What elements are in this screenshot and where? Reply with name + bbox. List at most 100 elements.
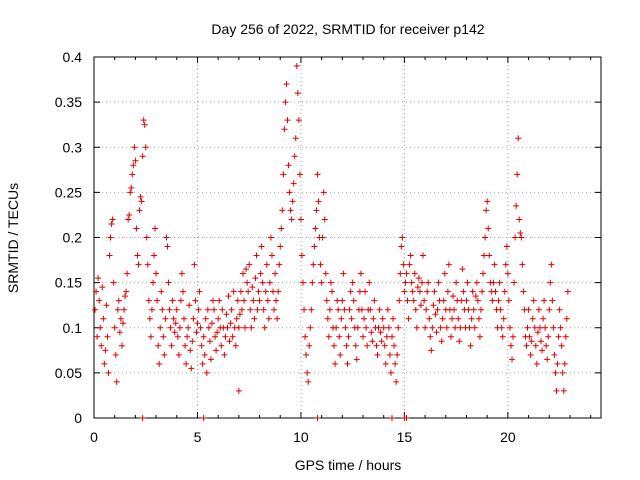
data-point bbox=[490, 279, 497, 286]
data-point bbox=[430, 302, 437, 309]
data-point bbox=[491, 261, 498, 268]
data-point bbox=[200, 333, 207, 340]
data-point bbox=[337, 351, 344, 358]
data-point bbox=[213, 347, 220, 354]
data-point bbox=[157, 324, 164, 331]
data-point bbox=[143, 234, 150, 241]
data-point bbox=[223, 311, 230, 318]
data-point bbox=[163, 234, 170, 241]
data-point bbox=[441, 270, 448, 277]
data-point bbox=[263, 261, 270, 268]
data-point bbox=[394, 351, 401, 358]
data-point bbox=[113, 378, 120, 385]
data-point bbox=[192, 297, 199, 304]
data-point bbox=[309, 279, 316, 286]
data-point bbox=[423, 306, 430, 313]
data-point bbox=[284, 117, 291, 124]
data-point bbox=[393, 378, 400, 385]
data-point bbox=[506, 324, 513, 331]
data-point bbox=[246, 261, 253, 268]
y-tick-label: 0.4 bbox=[63, 49, 83, 65]
data-point bbox=[523, 342, 530, 349]
data-point bbox=[456, 338, 463, 345]
data-points bbox=[92, 63, 571, 421]
data-point bbox=[397, 270, 404, 277]
data-point bbox=[550, 324, 557, 331]
data-point bbox=[248, 324, 255, 331]
data-point bbox=[226, 338, 233, 345]
data-point bbox=[312, 225, 319, 232]
data-point bbox=[401, 288, 408, 295]
data-point bbox=[549, 297, 556, 304]
data-point bbox=[532, 342, 539, 349]
data-point bbox=[421, 297, 428, 304]
data-point bbox=[135, 261, 142, 268]
data-point bbox=[527, 351, 534, 358]
data-point bbox=[140, 117, 147, 124]
data-point bbox=[472, 293, 479, 300]
data-point bbox=[321, 216, 328, 223]
data-point bbox=[117, 315, 124, 322]
x-tick-label: 20 bbox=[500, 429, 516, 445]
data-point bbox=[362, 288, 369, 295]
data-point bbox=[474, 297, 481, 304]
data-point bbox=[112, 351, 119, 358]
y-tick-label: 0 bbox=[74, 410, 82, 426]
data-point bbox=[138, 198, 145, 205]
data-point bbox=[505, 297, 512, 304]
data-point bbox=[548, 261, 555, 268]
data-point bbox=[342, 324, 349, 331]
data-point bbox=[344, 360, 351, 367]
data-point bbox=[539, 347, 546, 354]
data-point bbox=[356, 288, 363, 295]
data-point bbox=[239, 270, 246, 277]
data-point bbox=[371, 297, 378, 304]
x-tick-labels: 0 5 10 15 20 bbox=[90, 429, 516, 445]
data-point bbox=[146, 315, 153, 322]
data-point bbox=[110, 279, 117, 286]
data-point bbox=[515, 135, 522, 142]
data-point bbox=[387, 369, 394, 376]
data-point bbox=[132, 157, 139, 164]
data-point bbox=[512, 234, 519, 241]
data-point bbox=[232, 342, 239, 349]
data-point bbox=[327, 279, 334, 286]
data-point bbox=[173, 306, 180, 313]
data-point bbox=[297, 216, 304, 223]
data-point bbox=[279, 207, 286, 214]
data-point bbox=[177, 297, 184, 304]
data-point bbox=[283, 81, 290, 88]
data-point bbox=[335, 306, 342, 313]
data-point bbox=[178, 270, 185, 277]
data-point bbox=[336, 333, 343, 340]
y-tick-label: 0.1 bbox=[63, 320, 83, 336]
data-point bbox=[94, 333, 101, 340]
data-point bbox=[124, 270, 131, 277]
data-point bbox=[363, 324, 370, 331]
data-point bbox=[314, 415, 321, 421]
data-point bbox=[562, 333, 569, 340]
data-point bbox=[497, 306, 504, 313]
data-point bbox=[194, 320, 201, 327]
data-point bbox=[391, 342, 398, 349]
data-point bbox=[457, 324, 464, 331]
data-point bbox=[198, 342, 205, 349]
data-point bbox=[230, 288, 237, 295]
data-point bbox=[258, 243, 265, 250]
data-point bbox=[564, 288, 571, 295]
data-point bbox=[345, 333, 352, 340]
data-point bbox=[412, 306, 419, 313]
data-point bbox=[476, 333, 483, 340]
data-point bbox=[556, 306, 563, 313]
data-point bbox=[141, 121, 148, 128]
data-point bbox=[484, 198, 491, 205]
data-point bbox=[276, 261, 283, 268]
data-point bbox=[429, 324, 436, 331]
data-point bbox=[225, 293, 232, 300]
data-point bbox=[422, 324, 429, 331]
data-point bbox=[244, 279, 251, 286]
data-point bbox=[530, 297, 537, 304]
data-point bbox=[417, 302, 424, 309]
data-point bbox=[524, 324, 531, 331]
